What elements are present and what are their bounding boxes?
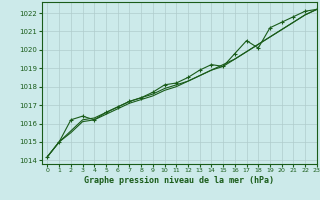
X-axis label: Graphe pression niveau de la mer (hPa): Graphe pression niveau de la mer (hPa)	[84, 176, 274, 185]
